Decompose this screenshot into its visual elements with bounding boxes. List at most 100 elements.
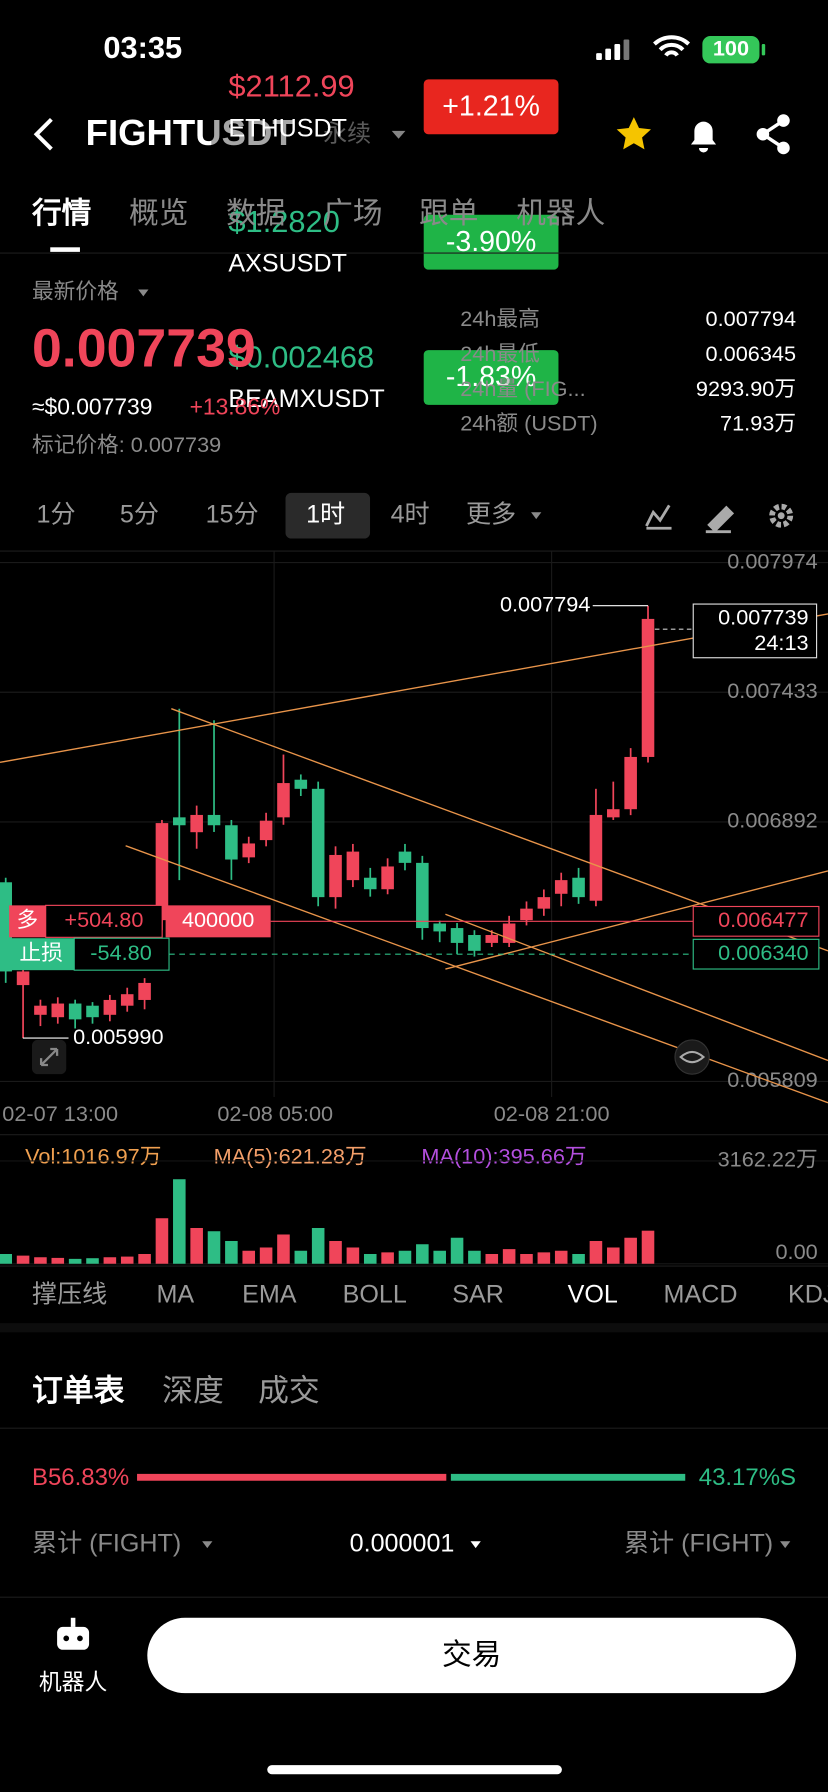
tab[interactable]: 广场 — [323, 197, 382, 230]
back-button[interactable] — [33, 117, 53, 151]
volume-label: Vol:1016.97万 — [25, 1143, 161, 1168]
tab[interactable]: 数据 — [226, 197, 285, 230]
indicator[interactable]: BOLL — [343, 1280, 407, 1308]
ticker-price: $2112.99 — [228, 69, 354, 104]
interval[interactable]: 1分 — [37, 500, 76, 528]
dropdown-caret — [780, 1541, 791, 1549]
qty: 400000 — [182, 907, 254, 932]
x-tick-label: 02-08 05:00 — [217, 1101, 333, 1126]
robot-icon[interactable] — [57, 1617, 90, 1650]
buy-ratio-bar — [137, 1473, 447, 1481]
y-tick-label: 0.00 — [776, 1239, 818, 1264]
draw-icon[interactable] — [705, 505, 735, 534]
dropdown-caret — [470, 1541, 481, 1549]
stat-value: 0.007794 — [706, 306, 796, 331]
dropdown-caret — [531, 512, 542, 520]
volume-bar — [329, 1240, 342, 1264]
indicator[interactable]: MA — [156, 1280, 194, 1308]
y-tick-label: 0.007433 — [727, 678, 817, 703]
stop-loss-label: 止损 — [19, 940, 62, 965]
visibility-toggle[interactable] — [674, 1039, 710, 1075]
dropdown-caret — [391, 130, 406, 139]
robot-label[interactable]: 机器人 — [39, 1669, 108, 1695]
ticker-symbol: AXSUSDT — [228, 250, 347, 278]
ticker-symbol: BEAMXUSDT — [228, 385, 384, 413]
interval[interactable]: 4时 — [391, 500, 430, 528]
interval[interactable]: 1时 — [306, 500, 345, 528]
tab[interactable]: 行情 — [31, 197, 91, 230]
stat-value: 71.93万 — [720, 411, 796, 436]
stat-value: 9293.90万 — [696, 376, 796, 401]
candle-body — [0, 882, 12, 972]
indicator[interactable]: VOL — [568, 1280, 618, 1308]
volume-bar — [120, 1256, 134, 1264]
ma10-label: MA(10):395.66万 — [421, 1143, 586, 1168]
entry-price: 0.006477 — [718, 907, 808, 932]
favorite-icon[interactable] — [616, 117, 651, 150]
status-time: 03:35 — [103, 30, 182, 65]
stop-loss-tag — [9, 938, 75, 971]
tab[interactable]: 机器人 — [516, 197, 605, 230]
indicator[interactable]: EMA — [242, 1280, 297, 1308]
interval[interactable]: 15分 — [206, 500, 259, 528]
volume-bar — [277, 1234, 290, 1264]
candle-body — [363, 877, 377, 890]
y-tick-label: 0.006892 — [727, 808, 817, 833]
precision[interactable]: 0.000001 — [350, 1529, 455, 1557]
indicator[interactable]: SAR — [452, 1280, 504, 1308]
x-tick-label: 02-08 21:00 — [494, 1101, 610, 1126]
usd-price: ≈$0.007739 — [32, 393, 152, 419]
settings-icon[interactable] — [769, 503, 794, 528]
overlay-tickers: $2112.99ETHUSDT+1.21%$1.2820AXSUSDT-3.90… — [228, 69, 559, 413]
pnl-tag — [45, 904, 163, 938]
orderbook-tab[interactable]: 订单表 — [32, 1373, 125, 1408]
signal-icon — [596, 39, 630, 61]
candle-body — [520, 908, 533, 921]
stop-loss-price: 0.006340 — [718, 940, 808, 965]
volume-bar — [103, 1257, 117, 1264]
interval[interactable]: 更多 — [466, 500, 516, 528]
candle-body — [468, 935, 481, 951]
candle-body — [381, 866, 394, 890]
qty-tag — [165, 905, 271, 938]
orderbook-tab[interactable]: 深度 — [162, 1373, 224, 1408]
candle-body — [311, 788, 325, 898]
indicator[interactable]: MACD — [664, 1280, 738, 1308]
indicator[interactable]: KDJ — [788, 1280, 828, 1308]
volume-bar — [468, 1250, 481, 1264]
candle-body — [120, 994, 134, 1006]
indicator-icon[interactable] — [645, 504, 672, 530]
contract-type[interactable]: 永续 — [323, 121, 371, 148]
indicator[interactable]: 撑压线 — [32, 1280, 107, 1308]
share-icon[interactable] — [756, 114, 790, 155]
volume-bar — [207, 1231, 221, 1264]
candle-body — [554, 880, 568, 894]
battery-cap — [761, 44, 766, 56]
sell-ratio-bar — [450, 1473, 686, 1481]
interval[interactable]: 5分 — [120, 500, 159, 528]
volume-bar — [520, 1253, 533, 1264]
trade-button[interactable] — [147, 1617, 797, 1694]
countdown: 24:13 — [754, 630, 808, 655]
tab[interactable]: 跟单 — [419, 197, 478, 230]
candle-body — [207, 814, 221, 826]
tab[interactable]: 概览 — [129, 197, 188, 230]
volume-bar — [155, 1218, 169, 1264]
candle-body — [572, 877, 585, 898]
candle-body — [51, 1003, 65, 1018]
trade-label[interactable]: 交易 — [442, 1638, 501, 1671]
tabs: 行情 概览 数据 广场 跟单 机器人 — [31, 197, 605, 230]
expand-icon — [39, 1047, 59, 1067]
alert-icon[interactable] — [690, 121, 717, 153]
candle-body — [329, 854, 342, 898]
candle-body — [398, 851, 412, 863]
volume-bar — [450, 1237, 464, 1264]
volume-bar — [624, 1237, 637, 1264]
eye-icon — [679, 1050, 706, 1064]
orderbook-tab[interactable]: 成交 — [258, 1373, 320, 1408]
stat-label: 24h量 (FIG... — [460, 376, 585, 401]
last-price: 0.007739 — [32, 319, 256, 379]
high-label: 0.007794 — [500, 591, 590, 616]
candle-body — [86, 1005, 99, 1018]
